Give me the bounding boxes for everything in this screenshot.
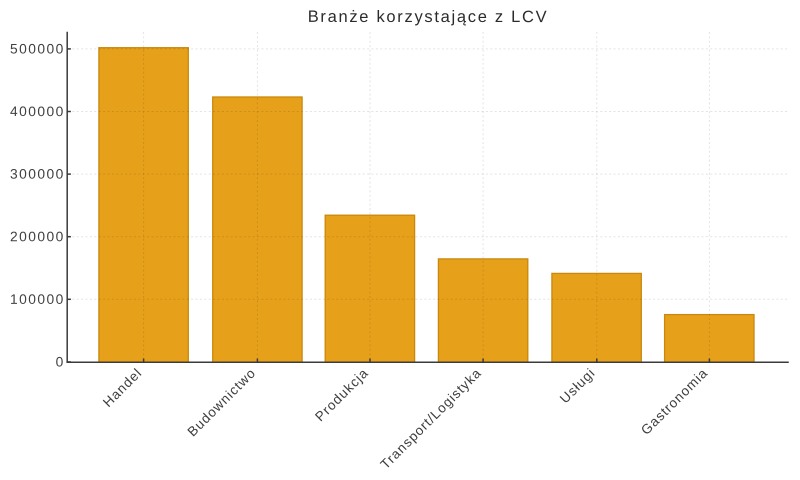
svg-text:Budownictwo: Budownictwo <box>184 365 258 439</box>
svg-text:300000: 300000 <box>10 167 65 182</box>
svg-text:500000: 500000 <box>10 41 65 56</box>
svg-text:100000: 100000 <box>10 292 65 307</box>
svg-text:0: 0 <box>56 354 65 369</box>
svg-text:200000: 200000 <box>10 229 65 244</box>
svg-text:Gastronomia: Gastronomia <box>638 365 711 438</box>
svg-text:Transport/Logistyka: Transport/Logistyka <box>378 365 485 472</box>
svg-text:Produkcja: Produkcja <box>312 365 371 424</box>
svg-text:Branże korzystające z LCV: Branże korzystające z LCV <box>308 8 549 26</box>
svg-text:400000: 400000 <box>10 104 65 119</box>
svg-text:Handel: Handel <box>100 365 145 410</box>
svg-text:Usługi: Usługi <box>557 365 598 406</box>
